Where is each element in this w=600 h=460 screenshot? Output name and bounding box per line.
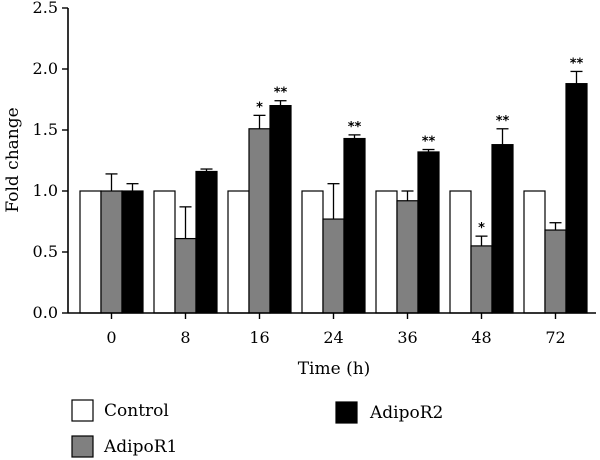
legend-label-control: Control <box>104 401 169 421</box>
bar-adipor1-48 <box>470 245 493 314</box>
significance-marker: ** <box>348 120 362 135</box>
legend-label-adipor1: AdipoR1 <box>103 437 177 457</box>
bar-adipor2-24 <box>343 137 366 314</box>
x-tick-label: 16 <box>249 328 269 347</box>
significance-marker: ** <box>496 114 510 129</box>
y-tick-label: 0.5 <box>33 242 58 261</box>
y-tick-label: 0.0 <box>33 303 58 322</box>
significance-marker: ** <box>274 86 288 101</box>
x-axis-ticks: 0 8 16 24 36 48 72 <box>106 313 566 347</box>
x-tick-label: 72 <box>545 328 565 347</box>
bar-control-16 <box>227 190 250 314</box>
bar-control-8 <box>153 190 176 314</box>
bar-adipor1-0 <box>100 190 123 314</box>
x-tick-label: 36 <box>397 328 417 347</box>
significance-marker: * <box>256 100 263 115</box>
bar-adipor2-8 <box>195 170 218 314</box>
bar-adipor2-36 <box>417 151 440 314</box>
x-tick-label: 0 <box>106 328 116 347</box>
bar-control-36 <box>375 190 398 314</box>
legend-swatch-control <box>71 399 94 422</box>
legend-swatch-adipor2 <box>335 401 358 424</box>
bar-control-72 <box>523 190 546 314</box>
plot-area: ************ <box>79 56 588 314</box>
bar-adipor2-72 <box>565 83 588 314</box>
y-axis-title: Fold change <box>3 107 23 212</box>
bar-adipor2-48 <box>491 144 514 314</box>
bar-control-0 <box>79 190 102 314</box>
y-tick-label: 1.5 <box>33 120 58 139</box>
bar-adipor1-36 <box>396 200 419 314</box>
bar-adipor2-0 <box>121 190 144 314</box>
y-tick-label: 1.0 <box>33 181 58 200</box>
significance-marker: * <box>478 221 485 236</box>
bar-adipor2-16 <box>269 104 292 314</box>
y-tick-label: 2.5 <box>33 0 58 17</box>
bar-adipor1-16 <box>248 128 271 314</box>
legend: Control AdipoR1 AdipoR2 <box>71 399 443 458</box>
legend-label-adipor2: AdipoR2 <box>369 403 443 423</box>
bar-adipor1-24 <box>322 218 345 314</box>
bar-control-48 <box>449 190 472 314</box>
x-tick-label: 24 <box>323 328 343 347</box>
legend-swatch-adipor1 <box>71 435 94 458</box>
bar-control-24 <box>301 190 324 314</box>
y-tick-label: 2.0 <box>33 59 58 78</box>
x-tick-label: 48 <box>471 328 491 347</box>
y-axis-ticks: 0.0 0.5 1.0 1.5 2.0 2.5 <box>33 0 68 322</box>
bar-adipor1-8 <box>174 237 197 314</box>
bar-adipor1-72 <box>544 229 567 314</box>
significance-marker: ** <box>570 56 584 71</box>
x-tick-label: 8 <box>180 328 190 347</box>
x-axis-title: Time (h) <box>298 359 371 379</box>
significance-marker: ** <box>422 135 436 150</box>
